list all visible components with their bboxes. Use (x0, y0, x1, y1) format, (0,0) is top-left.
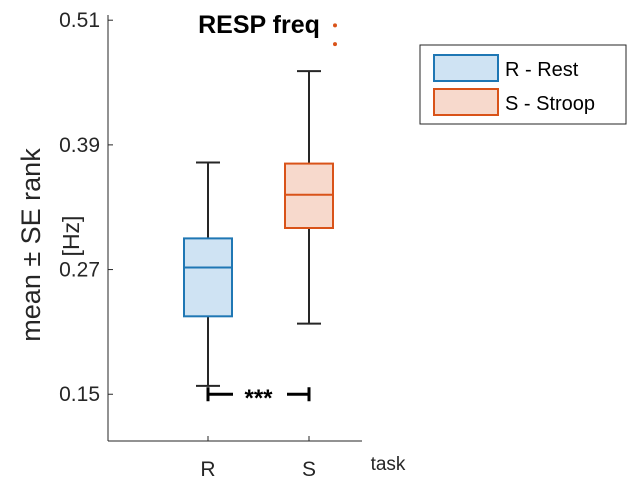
legend-label: S - Stroop (505, 93, 595, 115)
plot-axes: 0.15 0.27 0.39 0.51 R S (59, 9, 362, 481)
box-body (183, 237, 233, 318)
chart-title: RESP freq (198, 11, 320, 39)
y-axis-unit-label: [Hz] (58, 216, 84, 257)
legend-swatch (433, 88, 499, 116)
significance-label: *** (244, 385, 273, 412)
box-series (183, 23, 337, 387)
legend-label: R - Rest (505, 59, 579, 81)
y-tick-label: 0.27 (59, 259, 100, 282)
x-tick-label: S (302, 458, 316, 481)
outlier-point (333, 42, 337, 47)
box-R (183, 161, 233, 387)
box-body (284, 162, 334, 229)
legend-swatch (433, 54, 499, 82)
significance-bracket: *** (206, 385, 311, 412)
y-tick-label: 0.51 (59, 9, 100, 32)
outlier-point (333, 23, 337, 28)
legend: R - Rest S - Stroop (419, 44, 627, 125)
y-tick-label: 0.39 (59, 134, 100, 157)
y-axis-label: mean ± SE rank (16, 148, 46, 342)
x-axis-label: task (371, 454, 406, 475)
y-tick-label: 0.15 (59, 383, 100, 406)
box-S (284, 23, 337, 325)
x-tick-label: R (200, 458, 215, 481)
